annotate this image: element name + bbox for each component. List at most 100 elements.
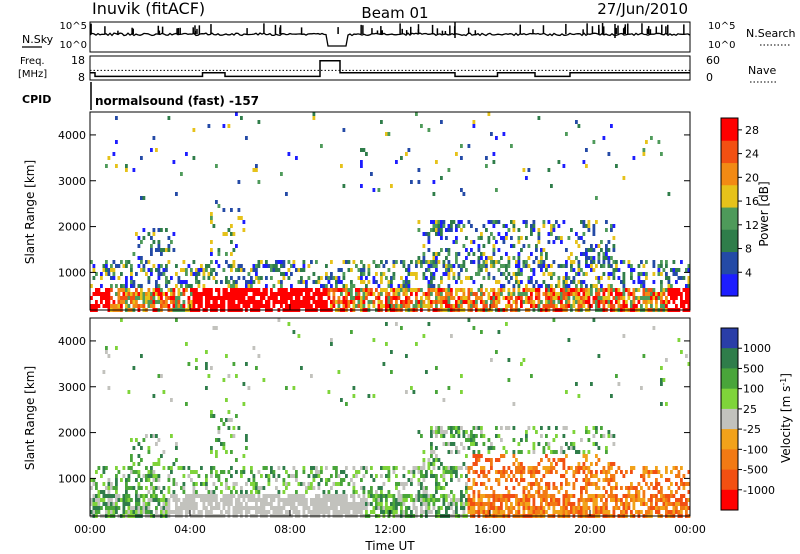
- heat-cell: [550, 184, 553, 188]
- heat-cell: [400, 506, 403, 510]
- heat-cell: [130, 300, 133, 304]
- heat-cell: [637, 498, 641, 502]
- heat-cell: [380, 280, 383, 284]
- heat-cell: [342, 184, 346, 188]
- heat-cell: [630, 264, 633, 268]
- heat-cell: [177, 288, 181, 292]
- heat-cell: [105, 486, 108, 490]
- heat-cell: [497, 280, 501, 284]
- heat-cell: [137, 256, 141, 260]
- heat-cell: [195, 280, 198, 284]
- heat-cell: [332, 292, 336, 296]
- heat-cell: [370, 172, 373, 176]
- heat-cell: [560, 264, 563, 268]
- heat-cell: [232, 434, 236, 438]
- heat-cell: [540, 506, 543, 510]
- heat-cell: [510, 292, 513, 296]
- heat-cell: [277, 502, 281, 506]
- heat-cell: [605, 490, 608, 494]
- heat-cell: [225, 232, 228, 236]
- heat-cell: [190, 506, 193, 510]
- heat-cell: [687, 490, 691, 494]
- heat-cell: [340, 494, 343, 498]
- heat-cell: [500, 474, 503, 478]
- nsearch-label: N.Search: [746, 27, 796, 40]
- heat-cell: [477, 248, 481, 252]
- heat-cell: [475, 454, 478, 458]
- heat-cell: [575, 288, 578, 292]
- heat-cell: [230, 466, 233, 470]
- heat-cell: [252, 474, 256, 478]
- heat-cell: [595, 426, 598, 430]
- heat-cell: [252, 478, 256, 482]
- heat-cell: [420, 474, 423, 478]
- heat-cell: [167, 486, 171, 490]
- heat-cell: [450, 288, 453, 292]
- heat-cell: [115, 506, 118, 510]
- heat-cell: [155, 268, 158, 272]
- heat-cell: [447, 466, 451, 470]
- heat-cell: [535, 244, 538, 248]
- heat-cell: [520, 272, 523, 276]
- heat-cell: [277, 494, 281, 498]
- heat-cell: [527, 506, 531, 510]
- heat-cell: [467, 288, 471, 292]
- heat-cell: [550, 304, 553, 308]
- heat-cell: [540, 260, 543, 264]
- heat-cell: [327, 490, 331, 494]
- heat-cell: [345, 466, 348, 470]
- heat-cell: [462, 300, 466, 304]
- heat-cell: [457, 224, 461, 228]
- heat-cell: [442, 398, 446, 402]
- heat-cell: [240, 216, 243, 220]
- heat-cell: [350, 268, 353, 272]
- heat-cell: [355, 264, 358, 268]
- heat-cell: [367, 264, 371, 268]
- heat-cell: [132, 300, 136, 304]
- heat-cell: [677, 470, 681, 474]
- heat-cell: [495, 458, 498, 462]
- heat-cell: [462, 224, 466, 228]
- heat-cell: [272, 474, 276, 478]
- heat-cell: [305, 300, 308, 304]
- heat-cell: [330, 288, 333, 292]
- heat-cell: [222, 498, 226, 502]
- heat-cell: [320, 304, 323, 308]
- heat-cell: [180, 506, 183, 510]
- heat-cell: [277, 292, 281, 296]
- heat-cell: [145, 486, 148, 490]
- heat-cell: [397, 498, 401, 502]
- heat-cell: [422, 510, 426, 514]
- heat-cell: [422, 272, 426, 276]
- heat-cell: [432, 300, 436, 304]
- heat-cell: [565, 260, 568, 264]
- heat-cell: [517, 470, 521, 474]
- heat-cell: [240, 300, 243, 304]
- heat-cell: [292, 498, 296, 502]
- heat-cell: [630, 292, 633, 296]
- velocity-cbar-segment: [721, 328, 738, 349]
- heat-cell: [675, 268, 678, 272]
- heat-cell: [247, 478, 251, 482]
- heat-cell: [557, 280, 561, 284]
- heat-cell: [365, 288, 368, 292]
- heat-cell: [290, 264, 293, 268]
- heat-cell: [602, 256, 606, 260]
- heat-cell: [237, 180, 241, 184]
- heat-cell: [235, 112, 238, 116]
- heat-cell: [627, 264, 631, 268]
- heat-cell: [612, 442, 616, 446]
- heat-cell: [655, 466, 658, 470]
- heat-cell: [345, 260, 348, 264]
- heat-cell: [322, 490, 326, 494]
- heat-cell: [470, 502, 473, 506]
- heat-cell: [157, 296, 161, 300]
- heat-cell: [577, 244, 581, 248]
- heat-cell: [447, 506, 451, 510]
- heat-cell: [282, 296, 286, 300]
- heat-cell: [535, 466, 538, 470]
- heat-cell: [295, 292, 298, 296]
- heat-cell: [467, 510, 471, 514]
- heat-cell: [357, 304, 361, 308]
